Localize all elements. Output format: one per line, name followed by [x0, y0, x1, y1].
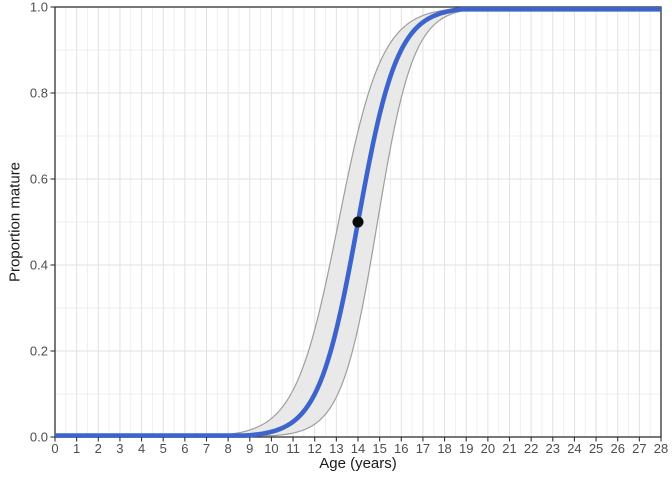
x-tick-label: 16 [394, 441, 408, 456]
x-tick-label: 19 [459, 441, 473, 456]
x-tick-label: 4 [138, 441, 145, 456]
x-tick-label: 14 [351, 441, 365, 456]
x-tick-label: 7 [203, 441, 210, 456]
midpoint-marker [352, 216, 364, 228]
x-tick-label: 0 [51, 441, 58, 456]
y-tick-label: 0.4 [30, 258, 48, 273]
x-tick-label: 8 [225, 441, 232, 456]
x-tick-label: 10 [264, 441, 278, 456]
x-tick-label: 12 [307, 441, 321, 456]
x-tick-label: 24 [567, 441, 581, 456]
x-tick-label: 25 [589, 441, 603, 456]
x-tick-label: 15 [372, 441, 386, 456]
x-tick-label: 21 [502, 441, 516, 456]
x-tick-label: 1 [73, 441, 80, 456]
x-axis-title: Age (years) [319, 455, 397, 472]
x-tick-label: 27 [632, 441, 646, 456]
y-axis-title: Proportion mature [6, 161, 24, 283]
x-tick-label: 6 [181, 441, 188, 456]
x-tick-label: 17 [416, 441, 430, 456]
y-tick-label: 0.8 [30, 86, 48, 101]
x-tick-label: 28 [654, 441, 668, 456]
x-tick-label: 20 [481, 441, 495, 456]
x-tick-label: 22 [524, 441, 538, 456]
x-tick-label: 23 [546, 441, 560, 456]
x-tick-label: 5 [160, 441, 167, 456]
y-tick-label: 0.2 [30, 344, 48, 359]
y-tick-label: 0.6 [30, 172, 48, 187]
y-tick-label: 0.0 [30, 430, 48, 445]
x-tick-label: 18 [437, 441, 451, 456]
x-tick-label: 26 [610, 441, 624, 456]
x-tick-label: 11 [286, 441, 300, 456]
x-tick-label: 9 [246, 441, 253, 456]
x-tick-label: 13 [329, 441, 343, 456]
x-tick-label: 3 [116, 441, 123, 456]
y-tick-label: 1.0 [30, 0, 48, 15]
x-tick-label: 2 [95, 441, 102, 456]
